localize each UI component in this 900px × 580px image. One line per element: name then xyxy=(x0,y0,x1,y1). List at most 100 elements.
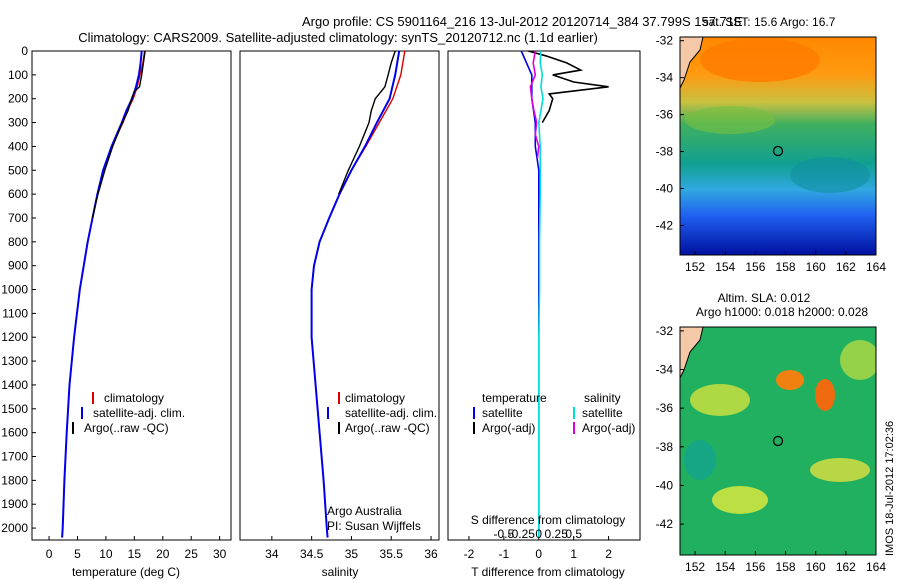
series-climatology xyxy=(310,50,406,538)
depth-tick-label: 1500 xyxy=(1,402,28,416)
depth-tick-label: 1600 xyxy=(1,426,28,440)
temperature-panel xyxy=(31,50,232,541)
sst-front xyxy=(685,106,775,134)
depth-tick-label: 800 xyxy=(8,235,28,249)
difference-legend: temperature salinity satellite Argo(-adj… xyxy=(473,391,635,435)
s-tick-label: 0 xyxy=(535,527,542,541)
credit-line2: PI: Susan Wijffels xyxy=(327,519,421,533)
map-y-tick-label: -34 xyxy=(656,363,674,377)
x-tick-label: 5 xyxy=(74,547,81,561)
legend-label-satellite: satellite-adj. clim. xyxy=(345,406,437,420)
salinity-lines xyxy=(310,50,406,538)
map-y-tick-label: -42 xyxy=(656,218,674,232)
sla-anomaly xyxy=(815,379,835,411)
x-tick-label: 34 xyxy=(265,547,279,561)
argo-location-marker xyxy=(772,435,784,447)
series-s-argo-adj- xyxy=(529,50,540,159)
map-x-tick-label: 154 xyxy=(715,260,735,274)
depth-tick-label: 100 xyxy=(8,68,28,82)
x-tick-label: -2 xyxy=(464,547,475,561)
depth-tick-label: 900 xyxy=(8,259,28,273)
sst-frame xyxy=(679,36,877,256)
map-x-tick-label: 156 xyxy=(745,260,765,274)
sla-anomaly xyxy=(684,440,716,480)
map-x-tick-label: 158 xyxy=(776,260,796,274)
map-x-tick-label: 164 xyxy=(866,560,886,574)
series-climatology xyxy=(61,50,146,538)
salinity-legend: climatology satellite-adj. clim. Argo(..… xyxy=(327,391,437,435)
coastline xyxy=(680,327,704,379)
map-x-tick-label: 160 xyxy=(806,260,826,274)
legend-label-satellite: satellite-adj. clim. xyxy=(93,406,185,420)
map-x-tick-label: 152 xyxy=(685,560,705,574)
difference-s-ticks: -0.5-0.25 0 0.250.5 xyxy=(494,527,583,541)
legend-label-t-argo: Argo(-adj) xyxy=(482,421,535,435)
timestamp-stamp: IMOS 18-Jul-2012 17:02:36 xyxy=(884,421,896,556)
series-satellite-adj-clim- xyxy=(310,50,401,538)
difference-panel xyxy=(447,50,641,541)
legend-label-argo: Argo(..raw -QC) xyxy=(84,421,169,435)
depth-tick-label: 2000 xyxy=(1,521,28,535)
x-tick-label: 20 xyxy=(156,547,170,561)
s-tick-label: 0.5 xyxy=(565,527,582,541)
sla-anomaly xyxy=(810,458,870,482)
map-y-tick-label: -40 xyxy=(656,181,674,195)
sla-axes: 152 154 156 158 160 162 164 -32 -34 -36 -38 -40 -42 xyxy=(656,324,887,574)
s-tick-label: -0.25 xyxy=(508,527,536,541)
x-tick-label: 35 xyxy=(345,547,359,561)
sla-subtitle: Argo h1000: 0.018 h2000: 0.028 xyxy=(696,305,868,319)
sst-axes: 152 154 156 158 160 162 164 -32 -34 -36 -38 -40 -42 xyxy=(656,34,887,274)
salinity-x-axis: 34 34.5 35 35.5 36 xyxy=(265,536,438,561)
temperature-x-axis: 0 5 10 15 20 25 30 xyxy=(46,536,227,561)
depth-tick-label: 1700 xyxy=(1,450,28,464)
map-x-tick-label: 158 xyxy=(776,560,796,574)
temperature-xlabel: temperature (deg C) xyxy=(72,565,180,579)
series-argo-raw-qc- xyxy=(338,50,396,195)
depth-axis: 0 100 200 300 400 500 600 700 800 900 1000 1100 1200… xyxy=(1,44,36,535)
map-y-tick-label: -38 xyxy=(656,145,674,159)
legend-label-s-satellite: satellite xyxy=(582,406,623,420)
difference-lines xyxy=(520,50,609,538)
x-tick-label: 0 xyxy=(535,547,542,561)
credit-line1: Argo Australia xyxy=(327,504,402,518)
depth-tick-label: 700 xyxy=(8,211,28,225)
x-tick-label: 36 xyxy=(424,547,438,561)
map-x-tick-label: 164 xyxy=(866,260,886,274)
sst-title: sat. SST: 15.6 Argo: 16.7 xyxy=(703,15,836,29)
depth-tick-label: 1400 xyxy=(1,378,28,392)
depth-tick-label: 600 xyxy=(8,187,28,201)
temperature-lines xyxy=(61,50,146,538)
difference-xlabel: T difference from climatology xyxy=(471,565,625,579)
depth-tick-label: 1200 xyxy=(1,330,28,344)
coastline xyxy=(680,37,704,89)
depth-tick-label: 400 xyxy=(8,139,28,153)
argo-location-marker xyxy=(772,145,784,157)
x-tick-label: 30 xyxy=(213,547,227,561)
x-tick-label: 1 xyxy=(570,547,577,561)
figure-title: Argo profile: CS 5901164_216 13-Jul-2012… xyxy=(302,14,743,29)
legend-label-s-argo: Argo(-adj) xyxy=(582,421,635,435)
depth-tick-label: 1100 xyxy=(2,306,28,320)
sla-anomaly xyxy=(840,340,876,380)
depth-tick-label: 1900 xyxy=(1,497,28,511)
series-argo-raw-qc- xyxy=(91,50,146,219)
map-y-tick-label: -32 xyxy=(656,324,674,338)
legend-label-climatology: climatology xyxy=(104,391,164,405)
sla-title: Altim. SLA: 0.012 xyxy=(718,291,811,305)
difference-s-label: S difference from climatology xyxy=(471,513,626,527)
series-s-satellite xyxy=(537,50,544,538)
x-tick-label: 25 xyxy=(185,547,199,561)
salinity-panel xyxy=(239,50,440,541)
depth-tick-label: 1800 xyxy=(1,473,28,487)
salinity-xlabel: salinity xyxy=(322,565,359,579)
x-tick-label: 15 xyxy=(128,547,142,561)
map-y-tick-label: -38 xyxy=(656,440,674,454)
map-x-tick-label: 152 xyxy=(685,260,705,274)
sla-anomaly xyxy=(690,384,750,416)
legend-label-t-satellite: satellite xyxy=(482,406,523,420)
map-y-tick-label: -36 xyxy=(656,108,674,122)
map-y-tick-label: -40 xyxy=(656,478,674,492)
legend-title-salinity: salinity xyxy=(584,391,621,405)
map-y-tick-label: -34 xyxy=(656,71,674,85)
